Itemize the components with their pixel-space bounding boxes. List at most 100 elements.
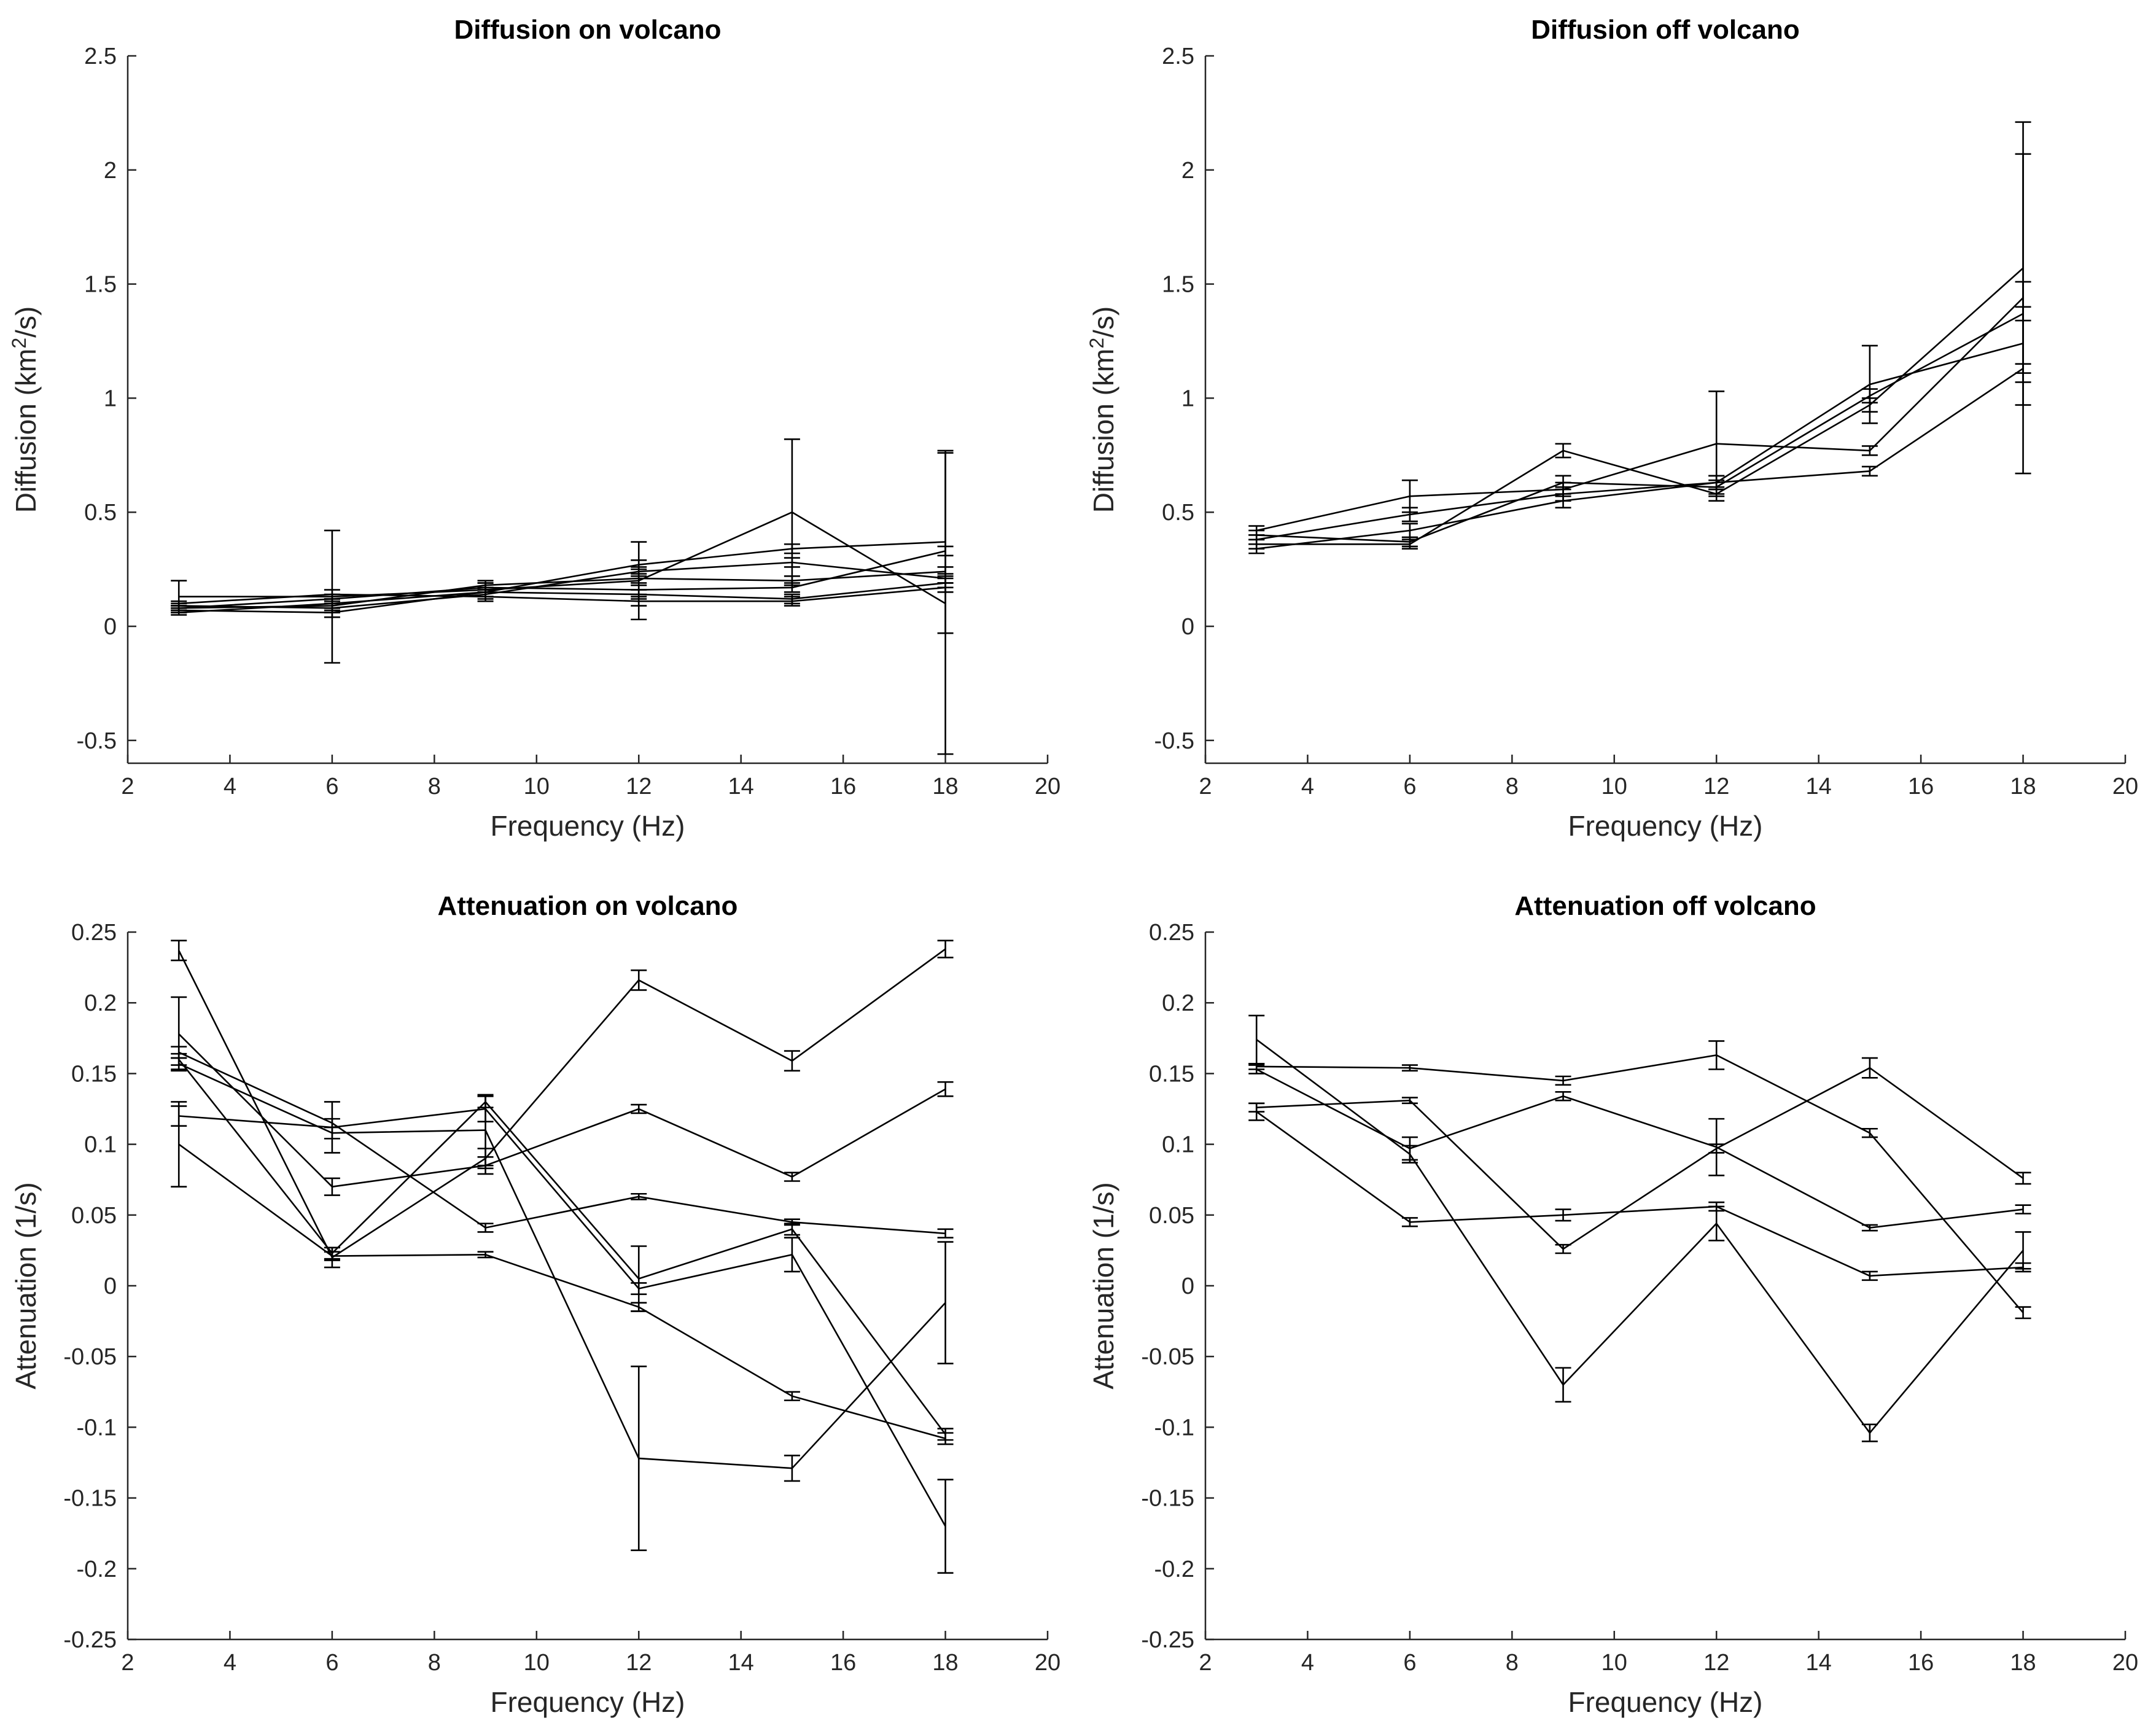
- error-bar: [784, 1391, 800, 1401]
- error-bar: [1401, 1097, 1418, 1105]
- y-tick-label: 1.5: [84, 272, 117, 298]
- error-bar: [324, 600, 340, 612]
- error-bar: [1708, 1040, 1725, 1070]
- error-bar: [1708, 1205, 1725, 1242]
- x-tick-label: 20: [2112, 1650, 2138, 1676]
- series-s5: [1248, 1102, 2031, 1281]
- series-line: [1256, 267, 2024, 545]
- x-tick-label: 6: [325, 774, 338, 799]
- series-line: [1256, 1039, 2024, 1434]
- error-bar: [477, 591, 494, 602]
- series-line: [1256, 342, 2023, 541]
- series-line: [179, 586, 946, 605]
- error-bar: [937, 582, 954, 593]
- series-line: [178, 1033, 946, 1188]
- y-tick-label: -0.1: [77, 1415, 117, 1440]
- x-tick-label: 14: [728, 774, 754, 799]
- x-tick-label: 2: [121, 1650, 134, 1676]
- error-bar: [631, 1302, 647, 1312]
- error-bar: [324, 1251, 340, 1261]
- series-line: [178, 1143, 946, 1440]
- x-tick-label: 18: [932, 774, 958, 799]
- x-tick-label: 6: [325, 1650, 338, 1676]
- error-bar: [1861, 1057, 1878, 1079]
- x-tick-label: 4: [1301, 1650, 1314, 1676]
- error-bar: [1861, 1270, 1878, 1281]
- attenuation-on-volcano-chart: Attenuation on volcano 2 4 6 8 10 12 14 16 18 20 -0…: [10, 891, 1060, 1718]
- series-line: [179, 550, 946, 609]
- y-tick-label: 0.05: [71, 1203, 117, 1229]
- error-bar: [2015, 1306, 2031, 1320]
- error-bar: [784, 1172, 800, 1182]
- series-line: [178, 948, 946, 1259]
- series-s4: [1248, 153, 2031, 550]
- y-tick-label: 0.05: [1149, 1203, 1194, 1229]
- x-tick-label: 12: [626, 1650, 652, 1676]
- error-bar: [1861, 1127, 1878, 1138]
- x-tick-label: 12: [1703, 774, 1729, 799]
- series-s7: [171, 566, 954, 612]
- error-bar: [784, 1455, 800, 1482]
- x-tick-label: 20: [1035, 1650, 1060, 1676]
- series-s5: [171, 1057, 954, 1552]
- error-bar: [1401, 1064, 1418, 1072]
- x-tick-label: 16: [830, 774, 856, 799]
- error-bar: [1708, 1201, 1725, 1212]
- error-bar: [784, 1050, 800, 1072]
- y-tick-label: 0.5: [1162, 500, 1194, 526]
- error-bar: [477, 1251, 494, 1259]
- x-axis-label: Frequency (Hz): [491, 810, 685, 842]
- error-bar: [937, 1241, 954, 1365]
- error-bar: [1248, 529, 1265, 541]
- error-bar: [937, 1228, 954, 1238]
- series-s6: [171, 1095, 954, 1574]
- series-s7: [171, 1101, 954, 1445]
- y-tick-label: -0.05: [63, 1344, 117, 1370]
- error-bar: [784, 1237, 800, 1273]
- x-tick-label: 10: [1601, 774, 1627, 799]
- series-line: [179, 570, 946, 609]
- error-bar: [631, 596, 647, 607]
- y-tick-label: 2: [104, 158, 117, 184]
- series-line: [1256, 1068, 2023, 1229]
- y-tick-label: 0: [104, 1273, 117, 1299]
- error-bar: [937, 545, 954, 557]
- error-bar: [937, 1432, 954, 1445]
- y-tick-label: 2: [1181, 158, 1194, 184]
- y-tick-label: 0: [1181, 614, 1194, 640]
- error-bar: [631, 1282, 647, 1296]
- y-tick-label: -0.05: [1141, 1344, 1194, 1370]
- y-tick-label: 0.5: [84, 500, 117, 526]
- error-bar: [1555, 1243, 1571, 1254]
- series-s3: [1248, 363, 2031, 554]
- error-bar: [2015, 153, 2031, 383]
- series-line: [1256, 1067, 2024, 1250]
- y-tick-label: -0.25: [63, 1627, 117, 1653]
- error-bar: [171, 1057, 187, 1070]
- chart-title: Attenuation on volcano: [438, 891, 738, 921]
- error-bar: [171, 605, 187, 612]
- series-s4: [1248, 1057, 2031, 1254]
- error-bar: [784, 596, 800, 607]
- y-axis-label: Attenuation (1/s): [10, 1182, 42, 1390]
- error-bar: [477, 1095, 494, 1123]
- x-tick-label: 4: [1301, 774, 1314, 799]
- x-tick-label: 2: [1199, 774, 1212, 799]
- x-tick-label: 6: [1403, 774, 1416, 799]
- y-tick-label: -0.15: [1141, 1486, 1194, 1512]
- error-bar: [2015, 1204, 2031, 1215]
- error-bar: [1861, 1224, 1878, 1232]
- error-bar: [1401, 1217, 1418, 1227]
- x-tick-label: 12: [1703, 1650, 1729, 1676]
- series-line: [178, 1059, 946, 1435]
- x-axis-label: Frequency (Hz): [491, 1686, 685, 1718]
- y-tick-label: 0.1: [84, 1132, 117, 1158]
- error-bar: [324, 1101, 340, 1154]
- y-axis-label: Attenuation (1/s): [1088, 1182, 1119, 1390]
- error-bar: [631, 1192, 647, 1200]
- error-bar: [1555, 1367, 1571, 1403]
- series-s1: [1248, 1014, 2031, 1442]
- x-tick-label: 20: [1035, 774, 1060, 799]
- error-bar: [477, 580, 494, 591]
